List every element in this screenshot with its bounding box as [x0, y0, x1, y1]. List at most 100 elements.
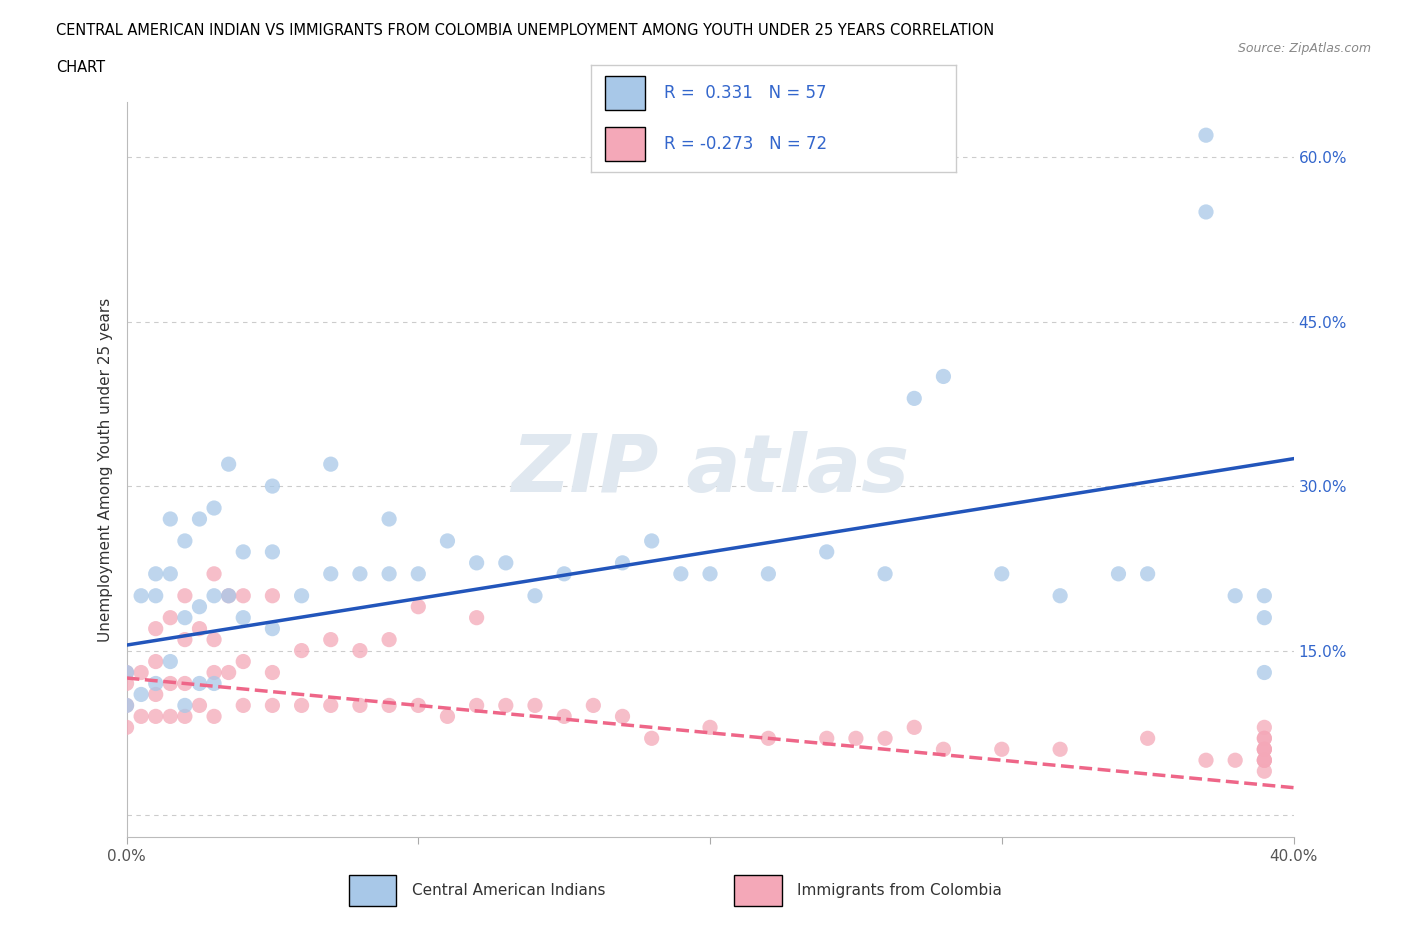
Point [1253, 731, 1275, 746]
Point [1253, 742, 1275, 757]
Point [202, 500, 225, 515]
Point [290, 589, 312, 604]
Point [1253, 742, 1275, 757]
Point [262, 544, 284, 559]
Point [903, 720, 925, 735]
FancyBboxPatch shape [349, 875, 396, 906]
Text: R = -0.273   N = 72: R = -0.273 N = 72 [664, 135, 827, 153]
Point [188, 621, 211, 636]
Point [232, 698, 254, 713]
Point [378, 512, 401, 526]
Point [129, 687, 152, 702]
Point [232, 589, 254, 604]
Point [319, 566, 342, 581]
Text: R =  0.331   N = 57: R = 0.331 N = 57 [664, 84, 827, 102]
Point [202, 566, 225, 581]
Point [218, 589, 240, 604]
Point [495, 555, 517, 570]
Point [349, 644, 371, 658]
Point [465, 555, 488, 570]
Point [115, 665, 138, 680]
Point [159, 610, 181, 625]
Point [159, 512, 181, 526]
FancyBboxPatch shape [605, 76, 645, 110]
Point [612, 555, 634, 570]
Point [1253, 764, 1275, 778]
Point [1253, 589, 1275, 604]
Point [218, 589, 240, 604]
Text: Source: ZipAtlas.com: Source: ZipAtlas.com [1237, 42, 1371, 55]
Point [990, 566, 1012, 581]
Text: Central American Indians: Central American Indians [412, 883, 605, 898]
Point [378, 632, 401, 647]
Point [408, 698, 430, 713]
Point [1195, 205, 1218, 219]
Point [815, 731, 838, 746]
Point [1136, 566, 1159, 581]
Point [699, 720, 721, 735]
Point [174, 676, 197, 691]
Point [129, 665, 152, 680]
Point [1223, 589, 1246, 604]
Point [202, 676, 225, 691]
Point [495, 698, 517, 713]
Point [218, 457, 240, 472]
Text: ZIP atlas: ZIP atlas [510, 431, 910, 509]
Point [129, 709, 152, 724]
Point [524, 698, 547, 713]
Point [378, 698, 401, 713]
Point [174, 698, 197, 713]
Point [465, 698, 488, 713]
Point [640, 731, 664, 746]
Point [218, 665, 240, 680]
Point [553, 709, 575, 724]
Point [875, 566, 897, 581]
Point [903, 391, 925, 405]
Point [319, 457, 342, 472]
Point [990, 742, 1012, 757]
Point [436, 709, 458, 724]
Point [1195, 752, 1218, 767]
Point [1253, 752, 1275, 767]
Point [845, 731, 868, 746]
Point [145, 589, 167, 604]
Point [174, 709, 197, 724]
Point [159, 654, 181, 669]
Point [145, 709, 167, 724]
Point [115, 720, 138, 735]
Point [408, 566, 430, 581]
Point [202, 665, 225, 680]
Point [262, 621, 284, 636]
Point [262, 698, 284, 713]
Point [262, 479, 284, 494]
Point [932, 369, 955, 384]
Point [1049, 742, 1071, 757]
Point [349, 566, 371, 581]
Point [232, 544, 254, 559]
Point [290, 698, 312, 713]
Point [640, 534, 664, 549]
Point [188, 512, 211, 526]
Point [159, 709, 181, 724]
Text: CHART: CHART [56, 60, 105, 75]
Point [1253, 752, 1275, 767]
Point [408, 599, 430, 614]
Point [553, 566, 575, 581]
Point [1253, 610, 1275, 625]
Point [436, 534, 458, 549]
Point [145, 676, 167, 691]
Point [1253, 731, 1275, 746]
Point [699, 566, 721, 581]
Point [319, 632, 342, 647]
Point [202, 709, 225, 724]
Point [262, 665, 284, 680]
Point [582, 698, 605, 713]
Text: CENTRAL AMERICAN INDIAN VS IMMIGRANTS FROM COLOMBIA UNEMPLOYMENT AMONG YOUTH UND: CENTRAL AMERICAN INDIAN VS IMMIGRANTS FR… [56, 23, 994, 38]
Point [174, 589, 197, 604]
FancyBboxPatch shape [734, 875, 782, 906]
Point [319, 698, 342, 713]
Point [145, 566, 167, 581]
Point [232, 610, 254, 625]
Point [145, 654, 167, 669]
Point [875, 731, 897, 746]
